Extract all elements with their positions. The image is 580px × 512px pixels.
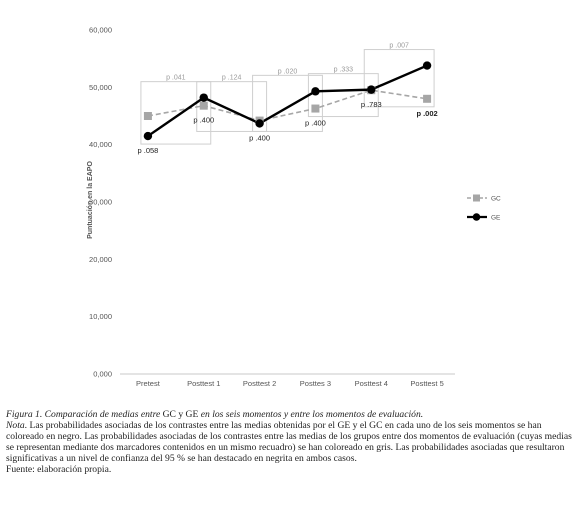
note-text: . Las probabilidades asociadas de los co… [6,420,572,464]
y-tick-label: 40,000 [89,140,112,149]
group-p-value: p .783 [361,100,382,109]
moment-p-value: p .333 [334,67,354,74]
x-tick-label: Pretest [136,379,161,388]
gc-point [423,94,432,103]
x-tick-label: Posttes 3 [300,379,331,388]
moment-box [363,49,435,108]
moment-box [252,74,323,132]
y-tick-label: 20,000 [89,255,112,264]
gc-point [199,101,208,110]
gc-point [143,112,152,120]
ge-point [199,93,208,102]
group-p-value: p .400 [305,119,326,128]
group-p-value: p .058 [137,146,158,155]
ge-point [255,119,264,128]
moment-p-value: p .007 [389,43,409,50]
moment-p-value: p .020 [278,68,298,75]
moment-p-value: p .041 [166,75,186,82]
series-line-ge [147,64,428,138]
figure-label: Figura 1. [6,409,43,420]
figure-source: Fuente: elaboración propia. [6,464,112,475]
series-line-gc [147,89,428,122]
moment-p-value: p .124 [222,75,242,82]
series-lines [147,64,428,138]
legend-gc-marker [473,194,480,202]
y-tick-label: 60,000 [89,26,112,35]
group-p-value: p .400 [193,116,214,125]
y-axis: 0,000 10,000 20,000 30,000 40,000 50,000 60,00… [89,26,112,379]
series-markers [143,61,432,141]
y-axis-label: Puntuación en la EAPO [87,161,94,239]
moment-box [140,81,212,145]
y-tick-label: 0,000 [93,370,112,379]
x-tick-label: Posttest 2 [243,379,276,388]
p-value-labels: p .041 p .124 p .020 p .333 p .007 p .058 p .4… [137,43,437,156]
x-tick-label: Posttest 5 [410,379,443,388]
moment-comparison-boxes [140,49,435,145]
x-tick-label: Posttest 4 [355,379,388,388]
note-label: Nota [6,420,25,431]
ge-point [311,87,320,96]
x-axis: Pretest Posttest 1 Posttest 2 Posttes 3 Post… [120,373,455,388]
figure-title: Figura 1. Comparación de medias entre GC… [6,409,572,420]
y-tick-label: 50,000 [89,83,112,92]
group-p-value: p .400 [249,133,270,142]
figure-title-c: en los seis momentos y entre los momento… [200,409,424,420]
x-tick-label: Posttest 1 [187,379,220,388]
legend-ge-marker [472,213,481,221]
gc-point [311,104,320,113]
y-tick-label: 10,000 [89,312,112,321]
legend-ge-label: GE [491,215,501,222]
y-tick-label: 30,000 [89,198,112,207]
group-p-value: p .002 [416,109,437,118]
ge-point [367,85,376,94]
figure-title-b: GC y GE [162,409,199,420]
figure-title-a: Comparación de medias entre [44,409,161,420]
line-chart: 0,000 10,000 20,000 30,000 40,000 50,000 60,00… [87,26,501,389]
figure-caption: Figura 1. Comparación de medias entre GC… [6,409,572,475]
legend-gc-label: GC [491,196,501,203]
figure-note: Nota. Las probabilidades asociadas de lo… [6,420,572,464]
ge-point [422,61,432,70]
legend: GC GE [467,194,501,222]
ge-point [143,131,153,141]
